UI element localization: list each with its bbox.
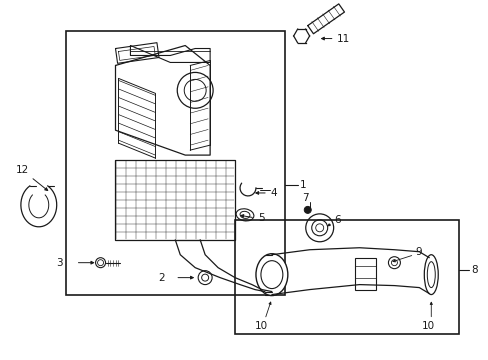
Text: 7: 7 — [301, 193, 308, 203]
Bar — [65, 31, 285, 294]
Text: 12: 12 — [16, 165, 29, 175]
Bar — [235, 220, 458, 334]
Circle shape — [177, 72, 213, 108]
Text: 11: 11 — [336, 33, 349, 44]
Bar — [115, 160, 235, 240]
Text: 6: 6 — [334, 215, 341, 225]
Text: 1: 1 — [299, 180, 306, 190]
Text: 2: 2 — [158, 273, 164, 283]
Text: 8: 8 — [470, 265, 477, 275]
Ellipse shape — [255, 254, 287, 296]
Text: 10: 10 — [421, 321, 433, 332]
Circle shape — [305, 214, 333, 242]
Text: 10: 10 — [254, 321, 267, 332]
Circle shape — [304, 206, 310, 213]
Circle shape — [387, 257, 400, 269]
Text: 9: 9 — [414, 247, 421, 257]
Ellipse shape — [424, 255, 437, 294]
Text: 4: 4 — [270, 188, 277, 198]
Bar — [354, 258, 376, 289]
Circle shape — [198, 271, 212, 285]
Text: 5: 5 — [258, 213, 264, 223]
Text: 3: 3 — [56, 258, 62, 268]
